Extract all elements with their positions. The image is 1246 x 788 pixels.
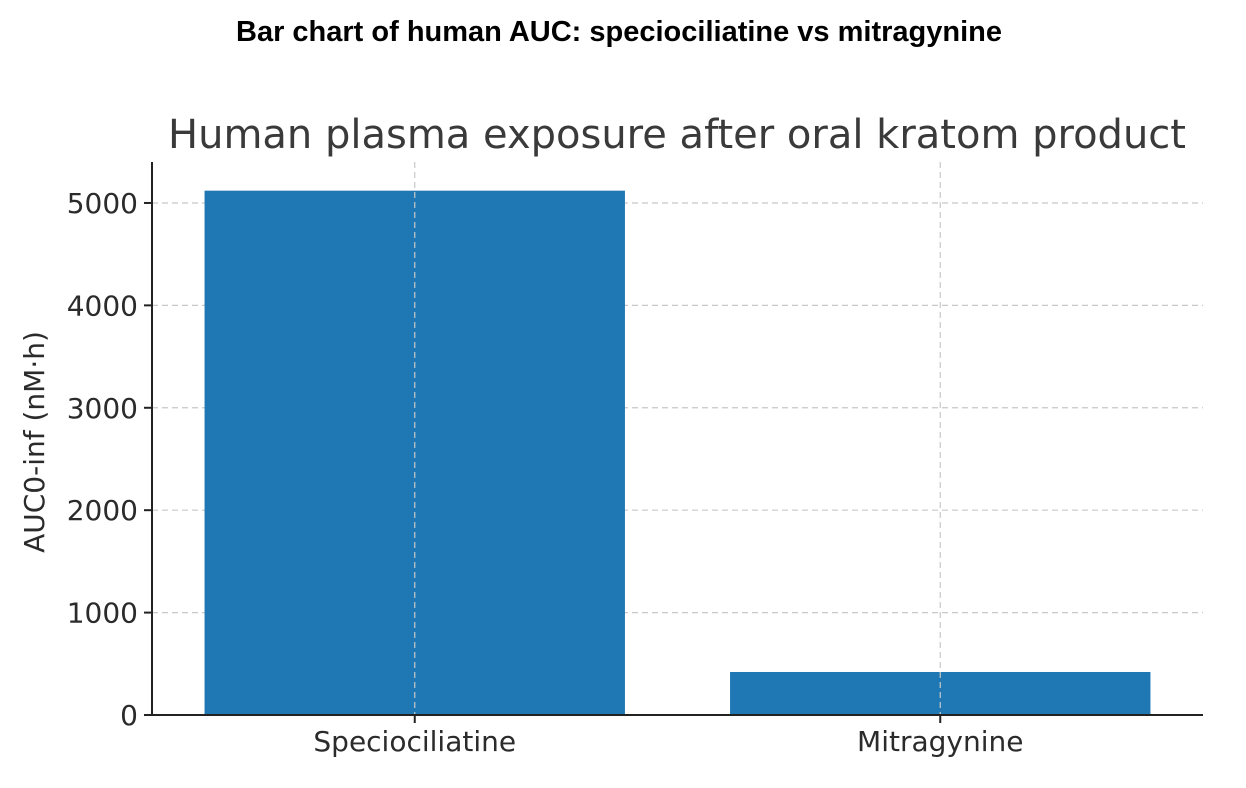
y-tick-label: 2000 <box>67 494 138 527</box>
x-tick-label: Mitragynine <box>857 725 1023 758</box>
vertical-grid-lines <box>414 162 941 715</box>
axes <box>151 162 1203 716</box>
y-axis-label: AUC0-inf (nM·h) <box>18 331 51 553</box>
y-tick-label: 3000 <box>67 392 138 425</box>
chart-title: Human plasma exposure after oral kratom … <box>168 112 1186 158</box>
y-tick-label: 0 <box>120 699 138 732</box>
x-tick-label: Speciociliatine <box>313 725 516 758</box>
y-tick-label: 5000 <box>67 187 138 220</box>
ticks: 0 1000 2000 3000 4000 5000 Speciociliatine Mitr… <box>67 187 1024 758</box>
y-tick-label: 4000 <box>67 289 138 322</box>
bars <box>204 190 1151 715</box>
y-tick-label: 1000 <box>67 597 138 630</box>
page-heading: Bar chart of human AUC: speciociliatine … <box>236 16 1002 48</box>
